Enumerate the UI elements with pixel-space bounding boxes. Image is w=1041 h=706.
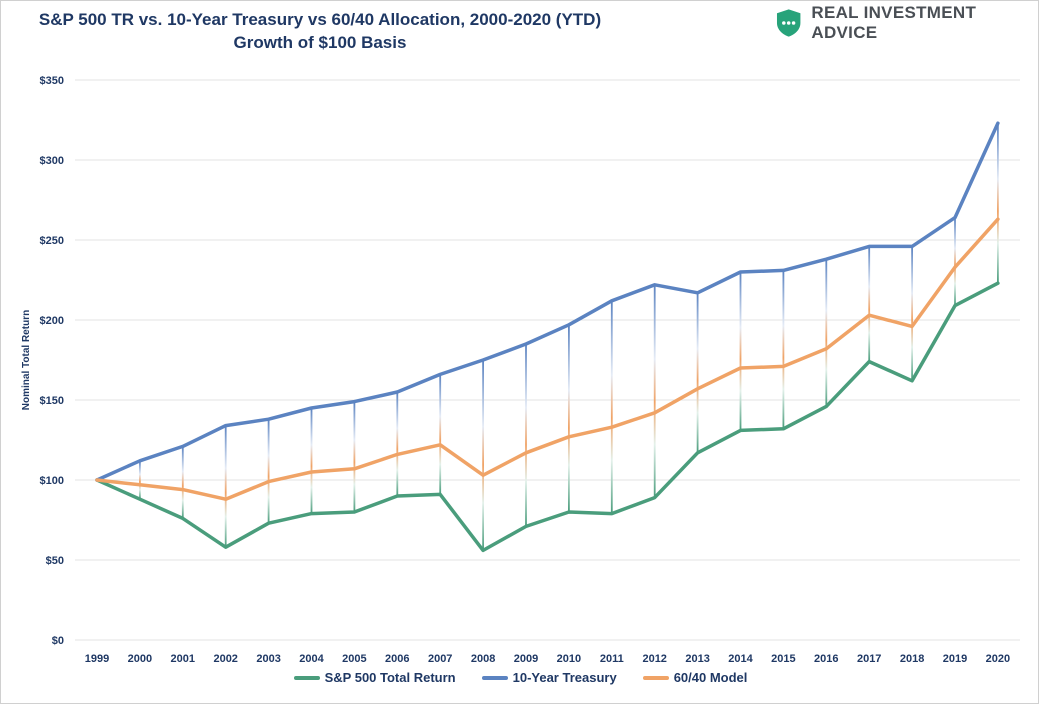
x-tick-label: 2001 — [171, 653, 195, 665]
drop-line — [224, 425, 227, 548]
legend-swatch-6040 — [642, 675, 669, 680]
series-line — [95, 121, 1000, 482]
chart-title: S&P 500 TR vs. 10-Year Treasury vs 60/40… — [38, 10, 602, 29]
y-tick-label: $0 — [52, 635, 64, 647]
series-lines — [95, 121, 1000, 553]
legend-label-sp500: S&P 500 Total Return — [324, 670, 456, 685]
drop-line — [911, 246, 913, 381]
drop-line — [353, 401, 356, 512]
chart-subtitle: Growth of $100 Basis — [233, 33, 407, 52]
brand-logo: REAL INVESTMENT ADVICE — [776, 3, 1041, 42]
y-tick-label: $300 — [40, 155, 64, 167]
legend-label-treasury: 10-Year Treasury — [512, 670, 617, 685]
x-tick-label: 2003 — [256, 653, 280, 665]
x-tick-label: 1999 — [85, 653, 109, 665]
drop-line — [739, 272, 742, 431]
chart-title-block: S&P 500 TR vs. 10-Year Treasury vs 60/40… — [0, 8, 640, 54]
legend-swatch-sp500 — [293, 675, 320, 680]
drop-line — [439, 374, 442, 495]
drop-line — [954, 217, 956, 306]
drop-line — [525, 344, 527, 527]
x-tick-label: 2018 — [900, 653, 924, 665]
x-axis: 1999 2000 2001 2002 2003 2004 2005 2006 2007 2008… — [85, 653, 1010, 665]
drop-line — [782, 270, 785, 429]
drop-line — [482, 360, 484, 551]
x-tick-label: 2011 — [600, 653, 624, 665]
shield-chat-icon — [776, 9, 801, 37]
y-tick-label: $350 — [40, 75, 64, 87]
drop-line — [181, 446, 184, 519]
y-tick-label: $150 — [40, 395, 64, 407]
drop-line — [396, 392, 399, 496]
x-tick-label: 2020 — [986, 653, 1010, 665]
x-tick-label: 2004 — [299, 653, 324, 665]
brand-name: REAL INVESTMENT ADVICE — [811, 3, 977, 42]
x-tick-label: 2008 — [471, 653, 495, 665]
drop-line — [696, 292, 699, 453]
series-line — [95, 281, 1000, 553]
legend-label-6040: 60/40 Model — [673, 670, 748, 685]
x-tick-label: 2013 — [685, 653, 709, 665]
x-tick-label: 2006 — [385, 653, 409, 665]
y-tick-label: $100 — [40, 475, 64, 487]
drop-line — [825, 259, 828, 407]
gridlines — [75, 79, 1020, 641]
legend-item-treasury: 10-Year Treasury — [481, 670, 617, 685]
legend-swatch-treasury — [481, 675, 508, 680]
legend-item-sp500: S&P 500 Total Return — [293, 670, 456, 685]
x-tick-label: 2019 — [943, 653, 967, 665]
drop-line — [997, 123, 999, 284]
drop-line — [267, 419, 270, 524]
x-tick-label: 2010 — [557, 653, 581, 665]
drop-line — [568, 324, 570, 512]
x-tick-label: 2000 — [128, 653, 152, 665]
x-tick-label: 2009 — [514, 653, 538, 665]
drop-line — [868, 246, 871, 362]
x-tick-label: 2007 — [428, 653, 452, 665]
drop-line — [310, 408, 313, 514]
drop-lines — [139, 123, 999, 551]
drop-line — [139, 460, 141, 500]
x-tick-label: 2014 — [728, 653, 753, 665]
drop-line — [610, 300, 613, 514]
x-tick-label: 2015 — [771, 653, 795, 665]
y-tick-label: $50 — [46, 555, 64, 567]
x-tick-label: 2002 — [213, 653, 237, 665]
x-tick-label: 2012 — [642, 653, 666, 665]
x-tick-label: 2005 — [342, 653, 366, 665]
y-tick-label: $200 — [40, 315, 64, 327]
legend: S&P 500 Total Return 10-Year Treasury 60… — [0, 670, 1041, 685]
y-axis: $0 $50 $100 $150 $200 $250 $300 $350 — [40, 75, 64, 647]
y-axis-title: Nominal Total Return — [21, 310, 32, 410]
y-tick-label: $250 — [40, 235, 64, 247]
drop-line — [653, 284, 656, 498]
legend-item-6040: 60/40 Model — [642, 670, 748, 685]
series-line — [95, 217, 1000, 501]
x-tick-label: 2016 — [814, 653, 838, 665]
x-tick-label: 2017 — [857, 653, 881, 665]
